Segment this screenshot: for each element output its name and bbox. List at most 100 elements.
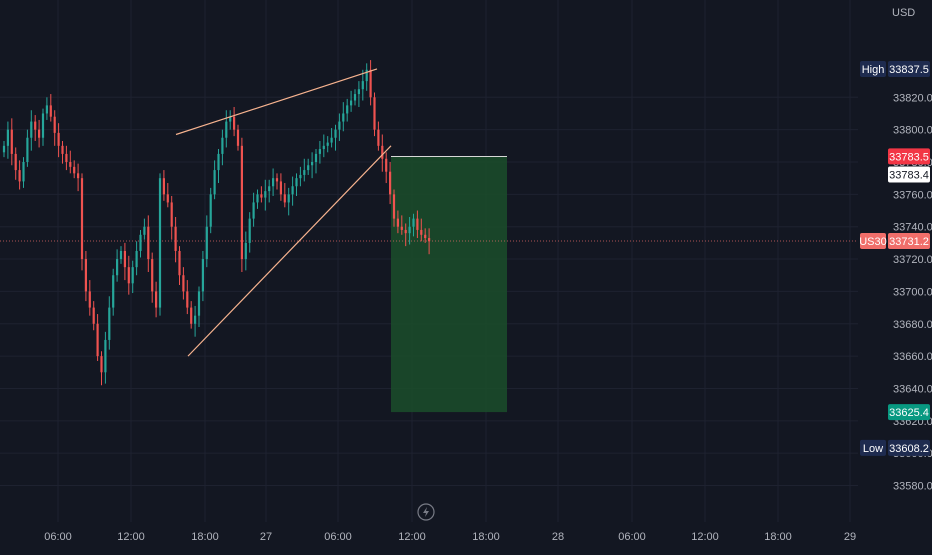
candle-body: [182, 275, 185, 292]
candle: [283, 183, 286, 208]
price-badges: High 33837.5 33783.5 33783.4 US30 33731.2 3362…: [859, 60, 930, 456]
candle-body: [34, 121, 37, 130]
candle-body: [346, 105, 349, 114]
candle-body: [108, 307, 111, 340]
session-high-value-tag: [888, 60, 930, 77]
candle-body: [287, 194, 290, 203]
candle-body: [194, 315, 197, 324]
candle-body: [389, 171, 392, 195]
candle: [80, 173, 84, 271]
candle-body: [80, 178, 84, 260]
candles: [2, 60, 431, 386]
candle: [96, 314, 99, 361]
candle-body: [318, 149, 321, 154]
entry-value-tag: [888, 166, 930, 183]
candle-body: [404, 229, 407, 234]
candle: [116, 249, 119, 282]
candle: [381, 134, 384, 172]
candle: [268, 179, 271, 203]
candle: [291, 176, 294, 206]
candle-body: [127, 267, 130, 284]
candle: [18, 160, 21, 190]
candle: [127, 255, 130, 295]
candle-body: [65, 153, 68, 162]
candle: [221, 129, 224, 166]
stop-loss-value: 33783.5: [889, 151, 929, 163]
candle-body: [233, 116, 236, 130]
candle: [155, 281, 158, 318]
lightning-icon-ring: [417, 503, 435, 521]
candle-body: [260, 194, 263, 198]
candle: [248, 212, 251, 253]
candle: [53, 110, 56, 146]
candle-body: [428, 238, 431, 242]
take-profit-value: 33625.4: [889, 407, 929, 419]
candle: [26, 129, 29, 167]
candle: [385, 152, 388, 184]
candle-body: [299, 174, 302, 179]
candle-body: [22, 162, 25, 182]
candle-body: [92, 307, 95, 324]
candle: [377, 121, 380, 151]
candle: [213, 160, 216, 200]
x-tick-label: 18:00: [764, 531, 792, 543]
session-high-tag: [860, 60, 886, 77]
candle: [322, 134, 325, 158]
candle-body: [100, 356, 103, 373]
candle-body: [221, 137, 224, 154]
candle: [170, 195, 173, 240]
candle: [260, 186, 263, 203]
candle-body: [338, 121, 341, 130]
candle: [162, 170, 165, 201]
candle-body: [151, 259, 154, 292]
candle: [57, 123, 60, 158]
wedge-upper-line: [175, 68, 378, 136]
x-tick-label: 06:00: [324, 531, 352, 543]
candle-body: [240, 145, 243, 260]
candle: [424, 228, 427, 243]
x-tick-label: 18:00: [191, 531, 219, 543]
candle-body: [373, 97, 376, 130]
candle: [295, 173, 298, 196]
candle-body: [158, 178, 162, 308]
session-low-value-tag: [888, 439, 930, 456]
y-tick-label: 33740.0: [893, 222, 932, 234]
candle: [357, 81, 360, 107]
candle: [34, 115, 37, 141]
candle: [45, 97, 48, 120]
candle: [209, 187, 212, 234]
candle: [428, 228, 431, 255]
candle: [229, 110, 232, 130]
candle-body: [135, 250, 138, 268]
candle-body: [190, 307, 193, 324]
session-low-label: Low: [863, 443, 883, 455]
current-price-badge: US30 33731.2: [859, 232, 930, 249]
candle: [143, 218, 146, 240]
candle-body: [213, 170, 216, 195]
candle-body: [41, 113, 45, 138]
candle: [400, 215, 403, 235]
candle-body: [131, 267, 134, 284]
candle: [373, 92, 376, 137]
axes: 33580.033600.033620.033640.033660.033680…: [44, 7, 932, 543]
x-tick-label: 29: [844, 531, 856, 543]
candle: [252, 192, 255, 227]
candle-body: [174, 226, 177, 251]
icons: [417, 503, 435, 521]
candle-body: [162, 178, 165, 195]
lightning-icon[interactable]: [417, 503, 435, 521]
candle: [236, 124, 240, 151]
candle-body: [116, 259, 119, 276]
candle-body: [53, 116, 56, 133]
session-high-badge: High 33837.5: [860, 60, 930, 77]
candle: [77, 163, 80, 192]
candle: [119, 246, 123, 264]
drawings: [175, 68, 392, 357]
candle-body: [38, 129, 41, 138]
y-tick-label: 33820.0: [893, 92, 932, 104]
candle: [361, 69, 364, 101]
candle: [69, 150, 72, 174]
y-tick-label: 33760.0: [893, 189, 932, 201]
